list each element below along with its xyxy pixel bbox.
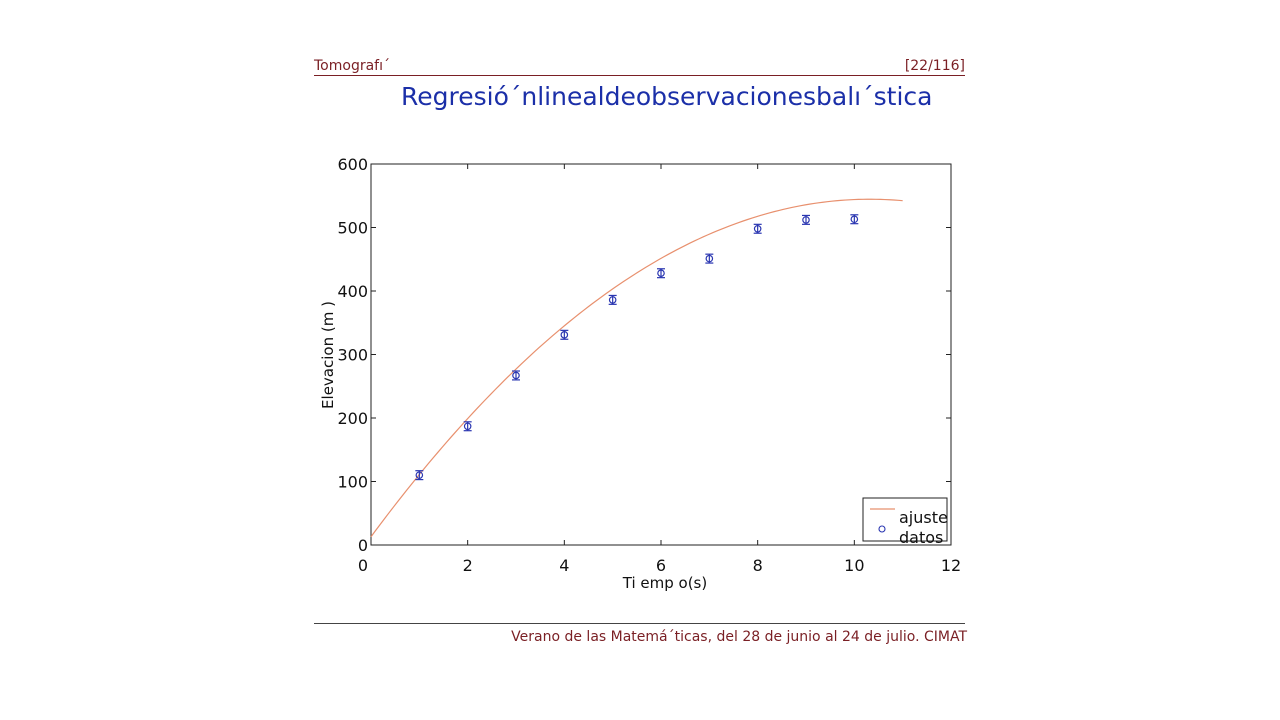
axes: 0 100 200 300 400 500 600 0 2 4 6 8 10 12 xyxy=(337,155,961,575)
data-marker xyxy=(608,296,617,304)
header-rule xyxy=(314,75,965,76)
slide-title: Regresió´nlinealdeobservacionesbalı´stic… xyxy=(401,82,933,111)
x-axis-label: Ti emp o(s) xyxy=(622,574,707,592)
y-tick-label: 600 xyxy=(337,155,368,174)
footer-rule xyxy=(314,623,965,624)
x-tick-label: 10 xyxy=(844,556,864,575)
data-marker xyxy=(850,215,859,224)
data-marker xyxy=(753,224,762,233)
legend-box xyxy=(862,497,948,542)
data-point xyxy=(850,214,859,225)
data-point xyxy=(608,294,617,305)
x-tick-label: 6 xyxy=(656,556,666,575)
data-points-layer xyxy=(415,214,859,481)
y-axis-label: Elevacion (m ) xyxy=(319,301,337,409)
legend-label-fit: ajuste xyxy=(899,508,948,527)
data-point xyxy=(463,421,472,432)
data-marker xyxy=(802,216,810,224)
header-section-title: Tomografı´ xyxy=(314,58,390,74)
data-marker xyxy=(512,371,520,380)
data-point xyxy=(512,370,520,381)
footer-text: Verano de las Matemá´ticas, del 28 de ju… xyxy=(511,629,967,645)
data-point xyxy=(657,268,665,279)
fit-curve-line xyxy=(370,198,903,538)
legend-points-swatch xyxy=(878,525,886,533)
data-marker xyxy=(560,331,569,339)
x-tick-label: 0 xyxy=(358,556,368,575)
x-tick-label: 12 xyxy=(941,556,961,575)
x-tick-label: 8 xyxy=(753,556,763,575)
data-point xyxy=(802,214,810,225)
data-point xyxy=(560,329,569,340)
x-tick-label: 2 xyxy=(463,556,473,575)
axis-labels-layer: Ti emp o(s) Elevacion (m ) xyxy=(319,301,707,592)
x-tick-label: 4 xyxy=(559,556,569,575)
data-marker xyxy=(415,471,424,479)
y-tick-label: 400 xyxy=(337,282,368,301)
data-point xyxy=(753,223,762,234)
fit-curve-layer xyxy=(370,198,903,538)
y-tick-label: 200 xyxy=(337,409,368,428)
data-point xyxy=(415,470,424,481)
plot-frame xyxy=(370,163,952,546)
data-marker xyxy=(705,254,714,263)
y-tick-label: 0 xyxy=(358,536,368,555)
y-tick-label: 100 xyxy=(337,473,368,492)
data-point xyxy=(705,253,714,264)
data-marker xyxy=(657,269,665,278)
legend-label-points: datos xyxy=(899,528,943,547)
header-page-counter: [22/116] xyxy=(904,58,965,74)
y-tick-label: 500 xyxy=(337,219,368,238)
data-marker xyxy=(463,422,472,431)
y-tick-label: 300 xyxy=(337,346,368,365)
